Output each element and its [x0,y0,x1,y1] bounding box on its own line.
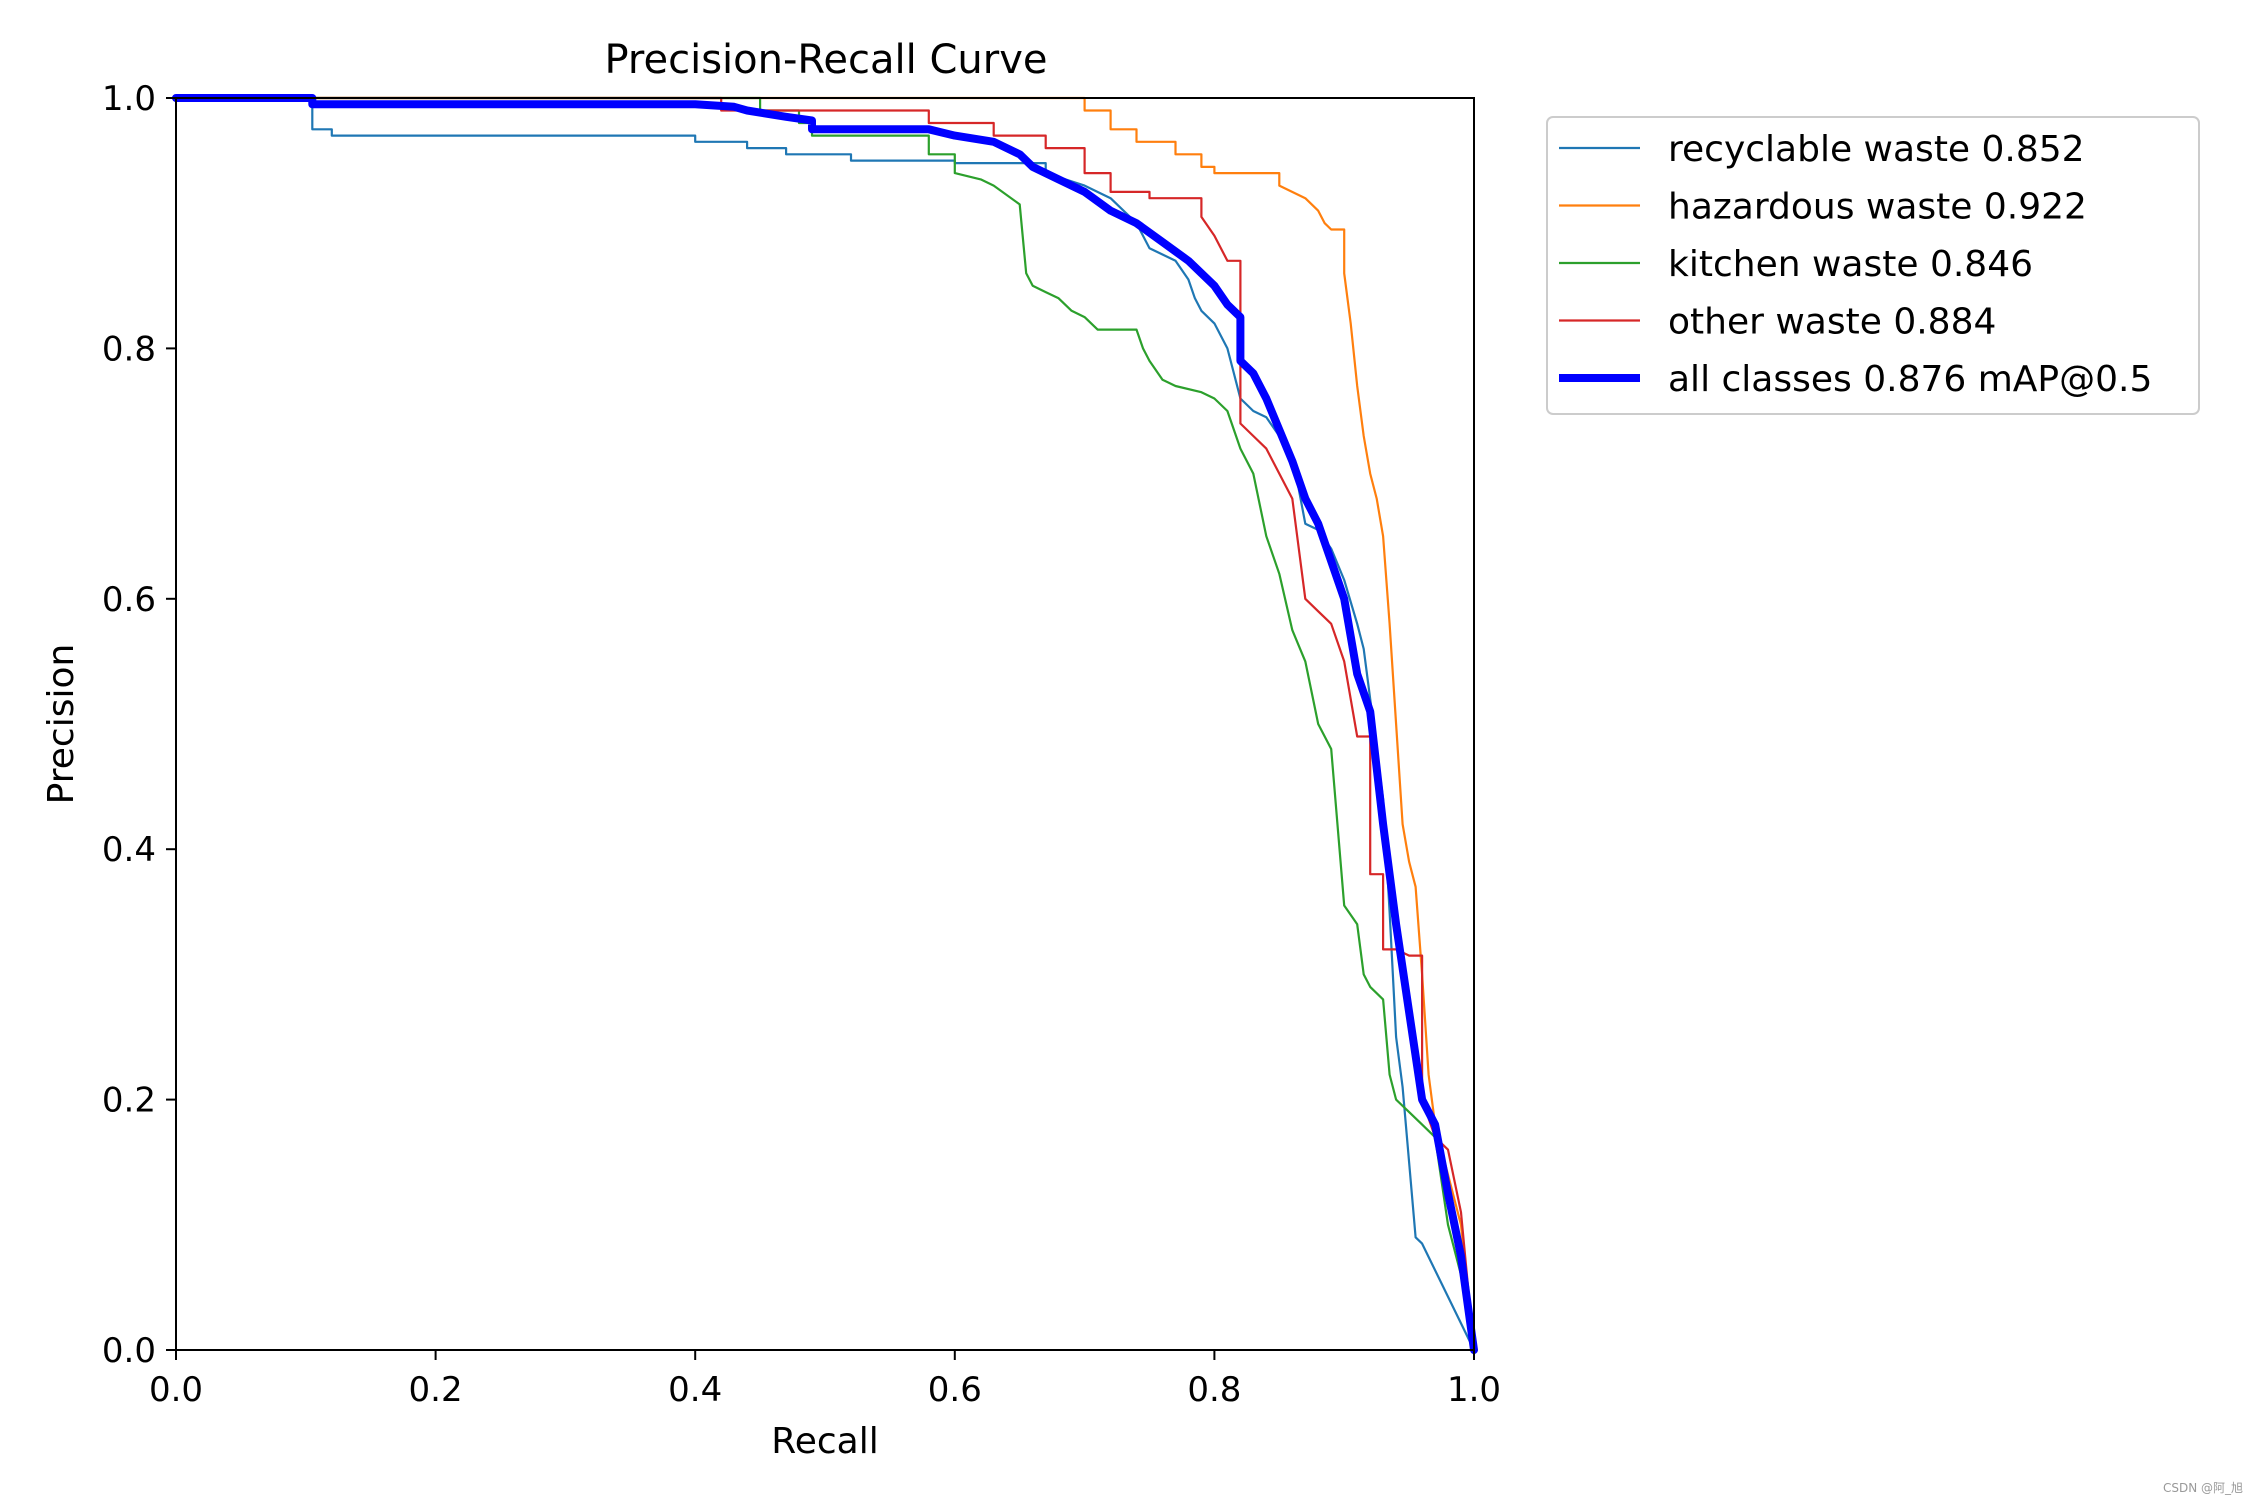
plot-area: 0.0 0.2 0.4 0.6 0.8 1.0 0.0 0.2 0.4 0.6 0.8 1.0 [102,79,1501,1410]
chart-title: Precision-Recall Curve [605,37,1048,83]
legend: recyclable waste 0.852 hazardous waste 0.… [1546,116,2200,415]
y-tick-label: 0.8 [102,329,156,369]
x-tick-label: 0.0 [149,1370,203,1410]
series-layer [172,94,1478,1354]
series-line-0 [174,96,1476,1352]
legend-label-4: all classes 0.876 mAP@0.5 [1668,359,2152,400]
watermark: CSDN @阿_旭 [2163,1481,2243,1495]
y-axis-ticks: 0.0 0.2 0.4 0.6 0.8 1.0 [102,79,176,1371]
x-tick-label: 0.6 [928,1370,982,1410]
series-line-1 [174,96,1476,1352]
plot-frame [175,97,1475,1351]
x-axis-label: Recall [771,1421,878,1462]
y-tick-label: 0.6 [102,580,156,620]
y-tick-label: 1.0 [102,79,156,119]
y-tick-label: 0.4 [102,830,156,870]
series-line-2 [174,96,1476,1352]
x-tick-label: 1.0 [1447,1370,1501,1410]
legend-label-1: hazardous waste 0.922 [1668,187,2087,228]
x-tick-label: 0.8 [1187,1370,1241,1410]
legend-label-0: recyclable waste 0.852 [1668,129,2085,170]
x-axis-ticks: 0.0 0.2 0.4 0.6 0.8 1.0 [149,1350,1501,1410]
plot-background [176,98,1474,1350]
legend-items: recyclable waste 0.852 hazardous waste 0.… [1559,129,2152,400]
legend-label-3: other waste 0.884 [1668,302,1996,343]
y-tick-label: 0.0 [102,1331,156,1371]
legend-label-2: kitchen waste 0.846 [1668,244,2033,285]
legend-box [1546,116,2200,415]
y-tick-label: 0.2 [102,1081,156,1121]
series-line-4 [172,94,1478,1354]
x-tick-label: 0.2 [409,1370,463,1410]
x-tick-label: 0.4 [668,1370,722,1410]
y-axis-label: Precision [41,644,82,805]
